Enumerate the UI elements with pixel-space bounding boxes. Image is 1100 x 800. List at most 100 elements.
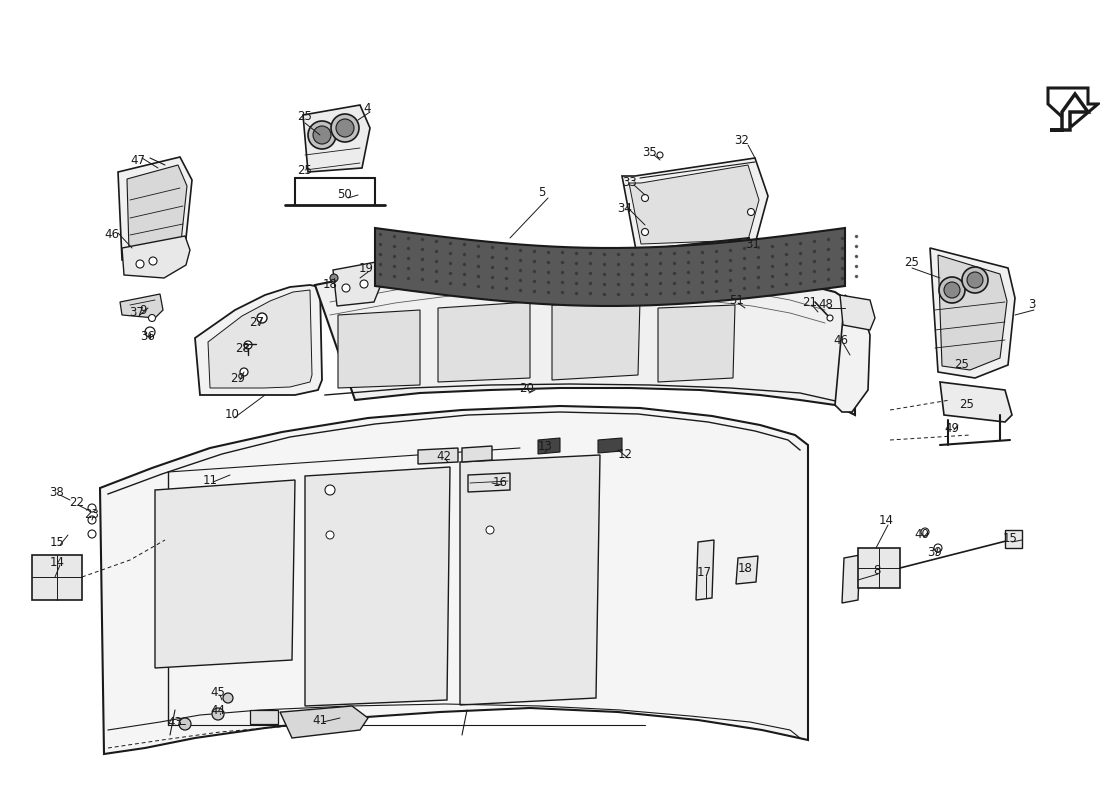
Circle shape <box>641 229 649 235</box>
Text: 11: 11 <box>202 474 218 486</box>
Text: 10: 10 <box>224 409 240 422</box>
Text: 8: 8 <box>873 565 881 578</box>
Polygon shape <box>280 706 368 738</box>
Text: 47: 47 <box>131 154 145 166</box>
Text: 15: 15 <box>50 535 65 549</box>
Polygon shape <box>842 555 860 603</box>
Text: 36: 36 <box>141 330 155 342</box>
Text: 5: 5 <box>538 186 546 199</box>
Text: 29: 29 <box>231 371 245 385</box>
Text: 50: 50 <box>338 189 352 202</box>
Text: 22: 22 <box>69 495 85 509</box>
Polygon shape <box>250 710 278 724</box>
Text: 23: 23 <box>85 507 99 521</box>
Text: 44: 44 <box>210 703 225 717</box>
Polygon shape <box>696 540 714 600</box>
Text: 25: 25 <box>298 163 312 177</box>
Circle shape <box>827 315 833 321</box>
Text: 37: 37 <box>130 306 144 318</box>
Text: 19: 19 <box>359 262 374 274</box>
Text: 25: 25 <box>298 110 312 123</box>
Text: 25: 25 <box>959 398 975 411</box>
Text: 21: 21 <box>803 295 817 309</box>
Circle shape <box>331 114 359 142</box>
Circle shape <box>145 327 155 337</box>
Polygon shape <box>32 555 82 600</box>
Polygon shape <box>736 556 758 584</box>
Polygon shape <box>126 165 187 254</box>
Circle shape <box>314 126 331 144</box>
Text: 51: 51 <box>729 294 745 306</box>
Text: 48: 48 <box>818 298 834 311</box>
Text: 18: 18 <box>738 562 752 574</box>
Circle shape <box>934 544 942 552</box>
Circle shape <box>486 526 494 534</box>
Text: 17: 17 <box>696 566 712 579</box>
Polygon shape <box>375 228 845 306</box>
Text: 35: 35 <box>642 146 658 158</box>
Polygon shape <box>552 300 640 380</box>
Text: 45: 45 <box>210 686 225 698</box>
Circle shape <box>88 504 96 512</box>
Circle shape <box>212 708 224 720</box>
Circle shape <box>485 477 495 487</box>
Circle shape <box>944 282 960 298</box>
Polygon shape <box>120 294 163 318</box>
Polygon shape <box>208 290 312 388</box>
Circle shape <box>657 152 663 158</box>
Polygon shape <box>302 105 370 172</box>
Text: 43: 43 <box>167 715 183 729</box>
Circle shape <box>962 267 988 293</box>
Circle shape <box>326 531 334 539</box>
Polygon shape <box>538 438 560 454</box>
Polygon shape <box>122 236 190 278</box>
Polygon shape <box>1005 530 1022 548</box>
Polygon shape <box>598 438 622 453</box>
Text: 12: 12 <box>617 449 632 462</box>
Circle shape <box>967 272 983 288</box>
Polygon shape <box>460 455 600 705</box>
Text: 46: 46 <box>834 334 848 346</box>
Polygon shape <box>858 548 900 588</box>
Circle shape <box>308 121 336 149</box>
Circle shape <box>330 274 338 282</box>
Text: 4: 4 <box>363 102 371 114</box>
Circle shape <box>342 284 350 292</box>
Text: 16: 16 <box>493 475 507 489</box>
Text: 20: 20 <box>519 382 535 394</box>
Text: 15: 15 <box>1002 531 1018 545</box>
Text: 39: 39 <box>927 546 943 558</box>
Polygon shape <box>155 480 295 668</box>
Circle shape <box>223 693 233 703</box>
Polygon shape <box>338 310 420 388</box>
Text: 14: 14 <box>50 555 65 569</box>
Text: 25: 25 <box>904 257 920 270</box>
Polygon shape <box>1048 88 1098 126</box>
Text: 27: 27 <box>250 315 264 329</box>
Text: 41: 41 <box>312 714 328 726</box>
Text: 46: 46 <box>104 229 120 242</box>
Text: 9: 9 <box>140 303 146 317</box>
Polygon shape <box>100 406 808 754</box>
Text: 31: 31 <box>746 238 760 251</box>
Text: 42: 42 <box>437 450 451 462</box>
Circle shape <box>324 485 336 495</box>
Circle shape <box>921 528 929 536</box>
Polygon shape <box>315 260 855 415</box>
Polygon shape <box>835 295 870 412</box>
Circle shape <box>748 209 755 215</box>
Circle shape <box>148 314 155 322</box>
Polygon shape <box>118 157 192 262</box>
Text: 34: 34 <box>617 202 632 214</box>
Polygon shape <box>658 305 735 382</box>
Polygon shape <box>621 158 768 250</box>
Circle shape <box>88 530 96 538</box>
Text: 40: 40 <box>914 527 929 541</box>
Circle shape <box>148 257 157 265</box>
Polygon shape <box>468 473 510 492</box>
Circle shape <box>88 516 96 524</box>
Text: 28: 28 <box>235 342 251 354</box>
Polygon shape <box>438 302 530 382</box>
Polygon shape <box>1050 94 1088 130</box>
Text: 3: 3 <box>1028 298 1036 311</box>
